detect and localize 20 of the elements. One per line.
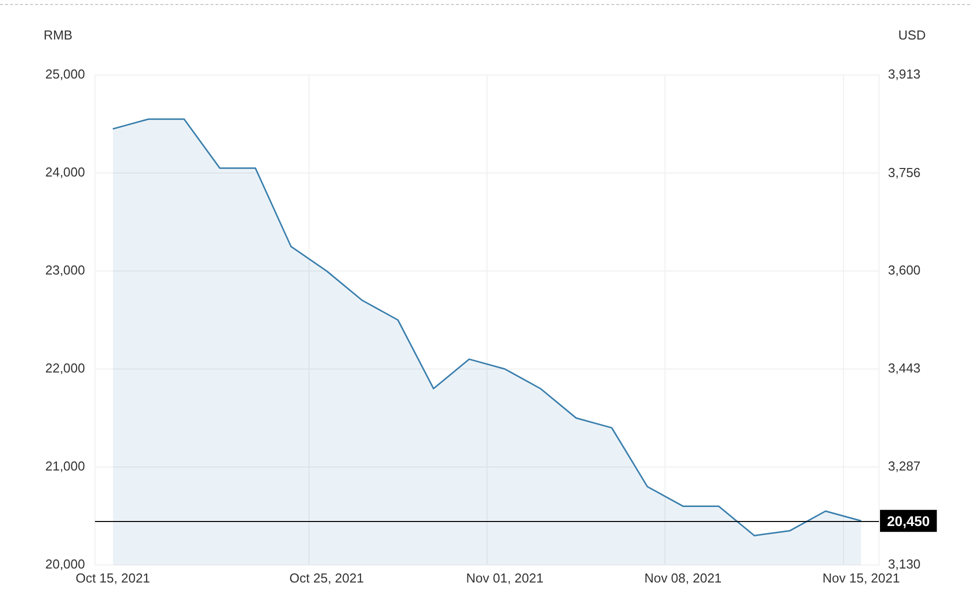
ref-line-label: 20,450 — [887, 512, 930, 529]
x-tick-label: Nov 01, 2021 — [466, 570, 544, 586]
y2-tick-label: 3,756 — [888, 164, 921, 180]
y-tick-label: 24,000 — [45, 164, 85, 180]
y2-tick-label: 3,600 — [888, 262, 921, 278]
x-tick-label: Nov 08, 2021 — [644, 570, 722, 586]
y-tick-label: 20,000 — [45, 556, 85, 572]
x-tick-label: Nov 15, 2021 — [822, 570, 900, 586]
y-tick-label: 21,000 — [45, 458, 85, 474]
y2-tick-label: 3,287 — [888, 458, 921, 474]
y2-tick-label: 3,913 — [888, 66, 921, 82]
y2-axis-title: USD — [898, 28, 926, 43]
y-tick-label: 23,000 — [45, 262, 85, 278]
x-tick-label: Oct 25, 2021 — [289, 570, 364, 586]
y-tick-label: 25,000 — [45, 66, 85, 82]
x-tick-label: Oct 15, 2021 — [76, 570, 150, 586]
y-axis-title: RMB — [44, 28, 72, 43]
y2-tick-label: 3,130 — [888, 556, 921, 572]
y2-tick-label: 3,443 — [888, 360, 921, 376]
y-tick-label: 22,000 — [45, 360, 85, 376]
